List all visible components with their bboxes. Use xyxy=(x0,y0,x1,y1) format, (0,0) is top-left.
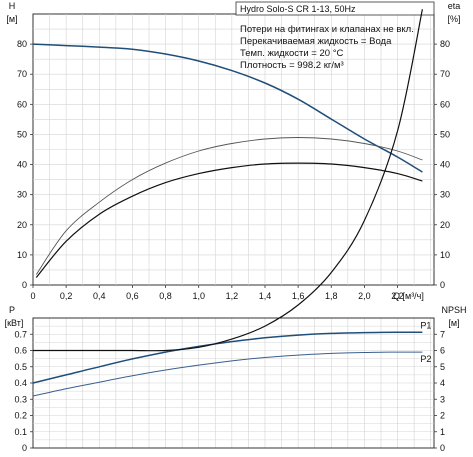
y-right-tick-label-lower: 6 xyxy=(440,346,445,356)
y-right-tick-label: 10 xyxy=(440,250,450,260)
chart-note: Перекачиваемая жидкость = Вода xyxy=(240,36,392,47)
y-left-tick-label-lower: 0.3 xyxy=(14,394,27,404)
y-right-tick-label: 60 xyxy=(440,99,450,109)
chart-note: Потери на фитингах и клапанах не вкл. xyxy=(240,24,414,35)
series-line-eta xyxy=(35,137,423,275)
y-left-tick-label: 10 xyxy=(17,250,27,260)
chart-note: Темп. жидкости = 20 °C xyxy=(240,48,343,59)
y-left-tick-label: 0 xyxy=(22,280,27,290)
x-tick-label: 0,6 xyxy=(126,291,139,301)
x-tick-label: 0 xyxy=(30,291,35,301)
y-left-axis-unit: [м] xyxy=(6,14,17,24)
y-left-tick-label-lower: 0 xyxy=(22,443,27,453)
y-right-axis-name: eta xyxy=(448,1,461,11)
y-left-tick-label-lower: 0.4 xyxy=(14,378,27,388)
y-right-tick-label: 40 xyxy=(440,160,450,170)
y-right-axis-name-lower: NPSH xyxy=(441,305,466,315)
x-tick-label: 1,6 xyxy=(292,291,305,301)
y-right-tick-label-lower: 4 xyxy=(440,378,445,388)
x-tick-label: 1,8 xyxy=(325,291,338,301)
y-left-tick-label: 60 xyxy=(17,99,27,109)
chart-note: Плотность = 998.2 кг/м³ xyxy=(240,60,344,71)
y-left-tick-label-lower: 0.5 xyxy=(14,362,27,372)
y-left-tick-label: 20 xyxy=(17,220,27,230)
x-tick-label: 2,2 xyxy=(391,291,404,301)
y-right-axis-unit: [%] xyxy=(447,14,460,24)
y-left-tick-label: 40 xyxy=(17,160,27,170)
y-right-tick-label: 70 xyxy=(440,69,450,79)
y-left-tick-label-lower: 0.2 xyxy=(14,411,27,421)
series-line-p1 xyxy=(32,331,423,384)
x-tick-label: 2,0 xyxy=(358,291,371,301)
x-tick-label: 0,2 xyxy=(60,291,73,301)
y-right-tick-label-lower: 7 xyxy=(440,329,445,339)
y-right-tick-label: 0 xyxy=(440,280,445,290)
y-right-tick-label-lower: 2 xyxy=(440,411,445,421)
y-right-tick-label-lower: 5 xyxy=(440,362,445,372)
x-tick-label: 0,8 xyxy=(159,291,172,301)
series-label-p1: P1 xyxy=(420,320,431,330)
y-left-axis-unit-lower: [кВт] xyxy=(5,318,24,328)
title-box xyxy=(235,1,435,16)
y-right-tick-label: 50 xyxy=(440,129,450,139)
y-left-tick-label: 50 xyxy=(17,129,27,139)
y-right-tick-label: 80 xyxy=(440,39,450,49)
y-left-tick-label-lower: 0.6 xyxy=(14,346,27,356)
y-left-axis-name-lower: P xyxy=(9,305,15,315)
series-line-eta-total xyxy=(35,162,423,278)
x-axis-label: Q [м³/ч] xyxy=(393,291,424,301)
y-left-tick-label: 80 xyxy=(17,39,27,49)
y-right-tick-label-lower: 0 xyxy=(440,443,445,453)
y-right-tick-label-lower: 3 xyxy=(440,394,445,404)
y-left-tick-label-lower: 0.1 xyxy=(14,427,27,437)
y-right-tick-label: 20 xyxy=(440,220,450,230)
x-tick-label: 1,2 xyxy=(226,291,239,301)
x-tick-label: 0,4 xyxy=(93,291,106,301)
series-line-h xyxy=(32,43,423,173)
series-label-p2: P2 xyxy=(420,354,431,364)
y-right-tick-label: 30 xyxy=(440,190,450,200)
series-line-npsh xyxy=(33,9,423,352)
chart-title: Hydro Solo-S CR 1-13, 50Hz xyxy=(240,4,356,14)
x-tick-label: 1,4 xyxy=(259,291,272,301)
y-left-tick-label: 30 xyxy=(17,190,27,200)
y-left-tick-label: 70 xyxy=(17,69,27,79)
y-left-axis-name: H xyxy=(9,1,16,11)
y-left-tick-label-lower: 0.7 xyxy=(14,329,27,339)
x-tick-label: 1,0 xyxy=(192,291,205,301)
y-right-tick-label-lower: 1 xyxy=(440,427,445,437)
series-line-p2 xyxy=(32,351,423,397)
y-right-axis-unit-lower: [м] xyxy=(448,318,459,328)
